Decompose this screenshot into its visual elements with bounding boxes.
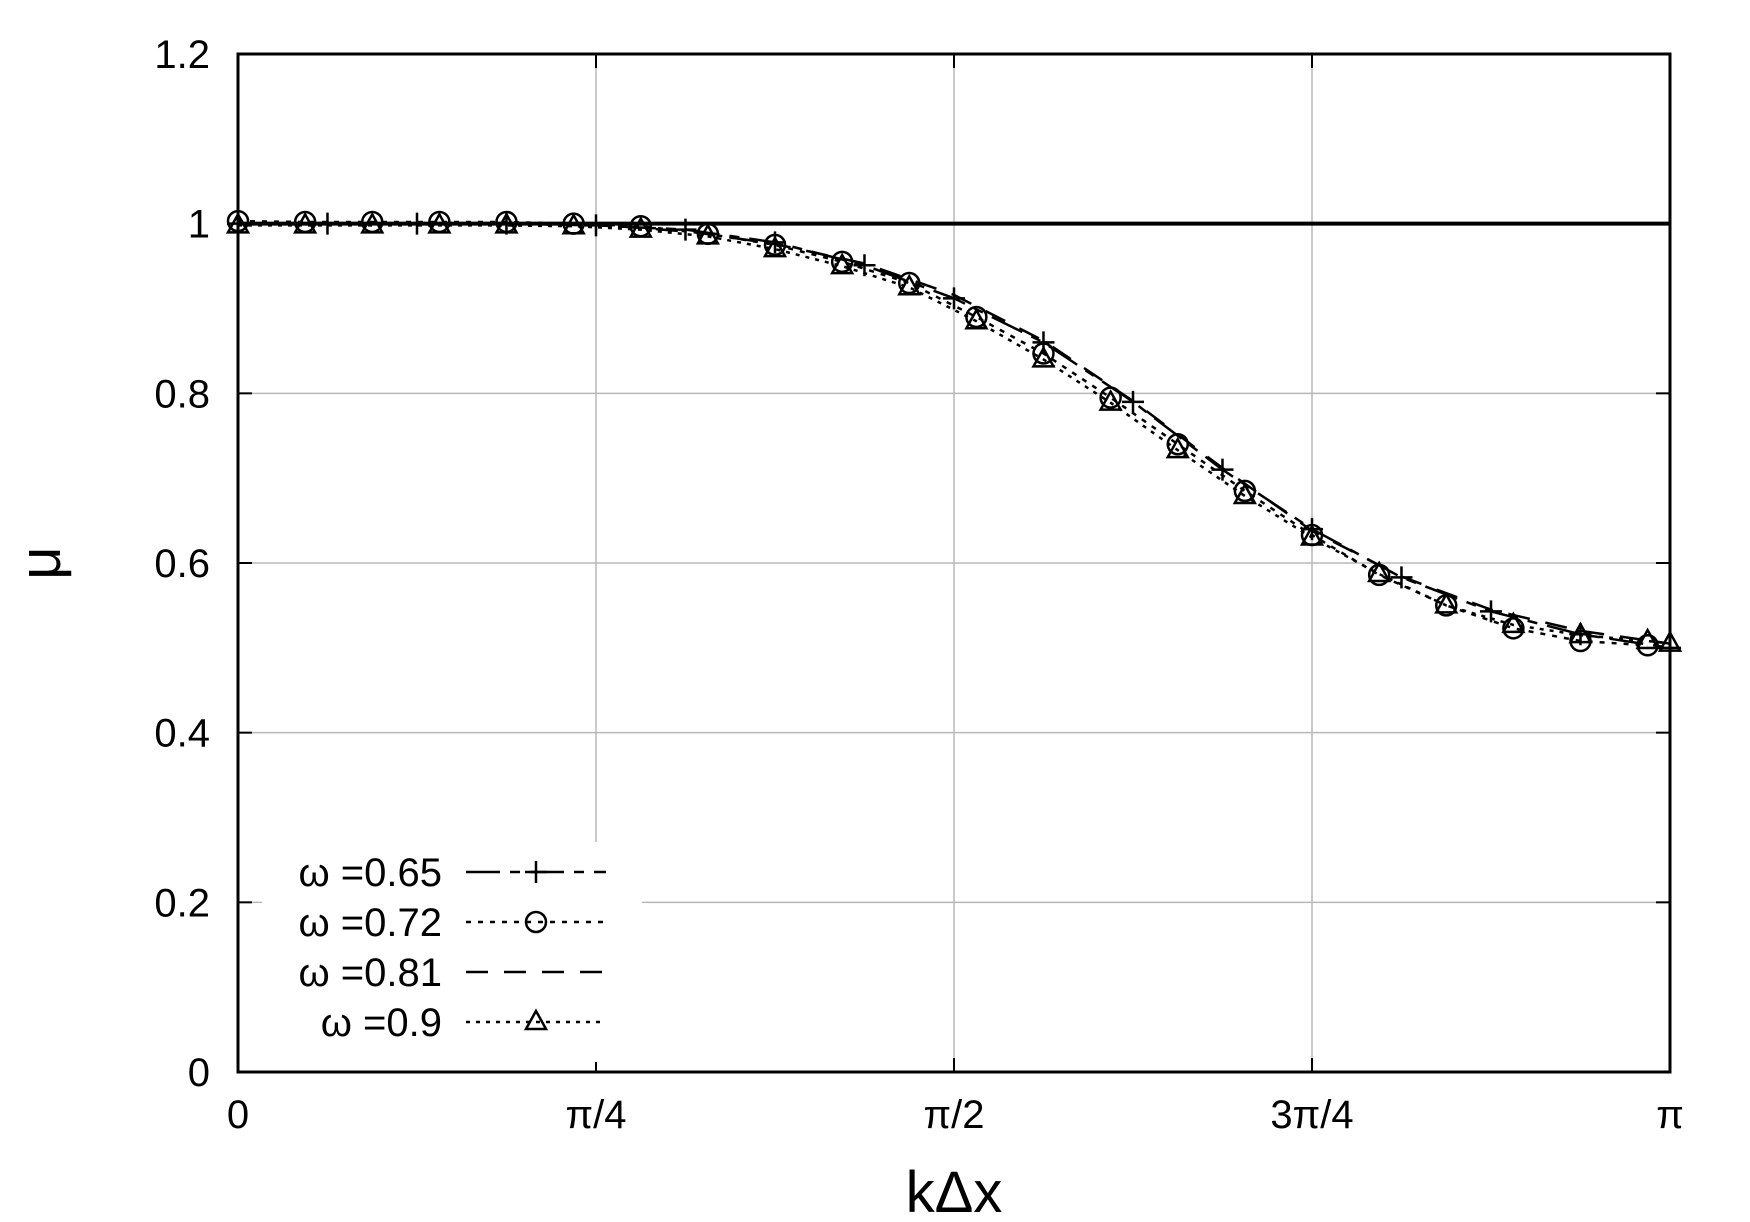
x-tick-label: π/2 (924, 1093, 985, 1137)
x-tick-label: π (1656, 1093, 1684, 1137)
circle-marker (1032, 342, 1055, 365)
triangle-marker (1568, 621, 1593, 644)
triangle-marker (695, 222, 720, 245)
triangle-marker (897, 273, 922, 296)
legend-label: ω =0.81 (298, 951, 442, 995)
plus-marker (674, 218, 697, 241)
series-4 (225, 211, 1683, 652)
circle-marker (1636, 634, 1659, 657)
triangle-marker (762, 235, 788, 258)
series-3 (238, 222, 1671, 645)
legend: ω =0.65 ω =0.72 ω =0.81 ω =0.9 (262, 842, 642, 1062)
triangle-marker (523, 1008, 549, 1031)
triangle-marker (830, 252, 855, 275)
triangle-marker (1501, 611, 1526, 634)
series-layer (225, 209, 1683, 659)
triangle-marker (1098, 389, 1123, 411)
y-tick-label: 0.8 (154, 372, 210, 416)
circle-marker (1502, 617, 1525, 640)
triangle-marker (427, 211, 452, 234)
legend-label: ω =0.72 (298, 901, 442, 945)
y-axis-ticks: 0 0.2 0.4 0.6 0.8 1 1.2 (154, 33, 1670, 1095)
y-tick-label: 1 (188, 203, 210, 247)
triangle-marker (1031, 345, 1056, 368)
y-tick-label: 1.2 (154, 33, 210, 77)
x-tick-label: π/4 (566, 1093, 627, 1137)
triangle-marker (293, 211, 318, 234)
triangle-marker (1635, 627, 1660, 650)
triangle-marker (360, 211, 385, 234)
series-line (238, 224, 1671, 645)
x-tick-label: 3π/4 (1270, 1093, 1353, 1137)
x-tick-label: 0 (227, 1093, 249, 1137)
triangle-marker (964, 307, 989, 330)
y-tick-label: 0.6 (154, 542, 210, 586)
legend-label: ω =0.9 (321, 1001, 442, 1045)
plus-marker (525, 861, 547, 883)
triangle-marker (1367, 560, 1392, 583)
triangle-marker (561, 212, 586, 235)
circle-marker (1099, 386, 1122, 409)
triangle-marker (1434, 591, 1459, 614)
y-tick-label: 0.4 (154, 712, 210, 756)
y-axis-label: μ (8, 546, 73, 579)
series-line (238, 222, 1671, 645)
triangle-marker (628, 216, 653, 238)
triangle-marker (1165, 436, 1190, 459)
x-axis-ticks: 0 π/4 π/2 3π/4 π (227, 54, 1684, 1137)
triangle-marker (494, 211, 519, 234)
y-tick-label: 0.2 (154, 881, 210, 925)
triangle-marker (1232, 482, 1257, 505)
legend-background (262, 842, 642, 1062)
triangle-marker (1299, 523, 1325, 546)
x-axis-label: kΔx (906, 1160, 1003, 1222)
circle-marker (524, 910, 548, 934)
y-tick-label: 0 (188, 1051, 210, 1095)
legend-label: ω =0.65 (298, 851, 442, 895)
